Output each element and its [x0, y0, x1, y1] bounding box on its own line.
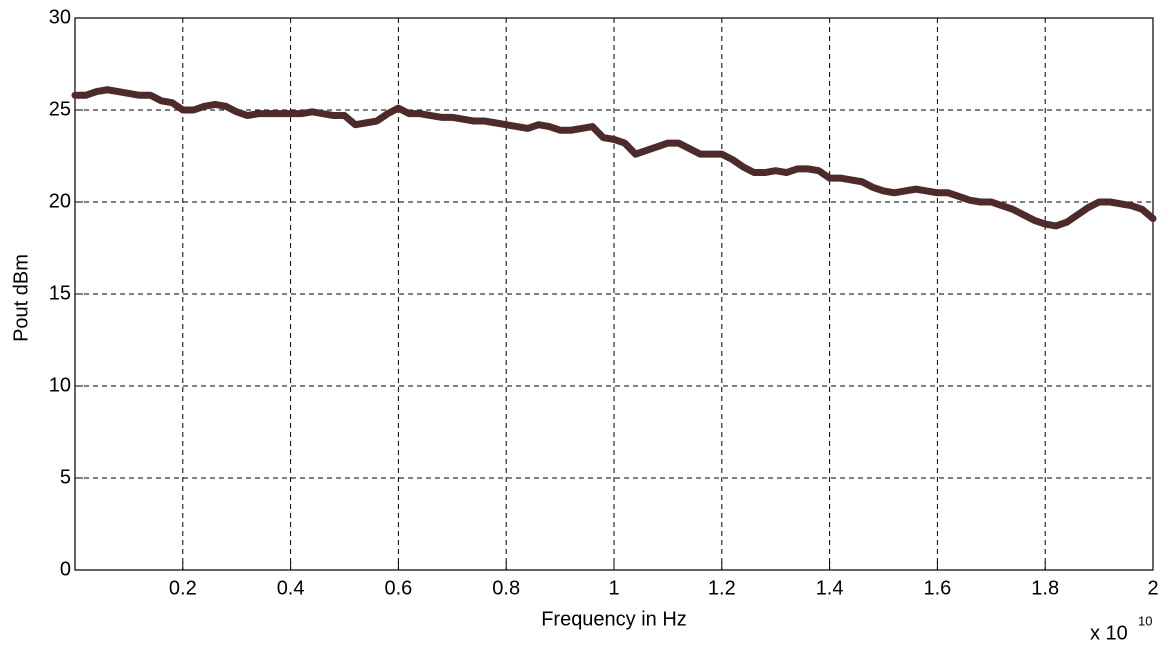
x-tick-label: 2: [1147, 577, 1158, 599]
x-scale-label: x 10: [1090, 622, 1128, 644]
x-scale-exponent: 10: [1138, 613, 1152, 628]
y-tick-label: 10: [49, 374, 71, 396]
x-tick-label: 0.6: [384, 577, 412, 599]
y-tick-label: 30: [49, 6, 71, 28]
y-axis-label: Pout dBm: [10, 254, 32, 342]
x-tick-label: 0.8: [492, 577, 520, 599]
data-line: [71, 86, 1157, 230]
x-axis-label: Frequency in Hz: [541, 608, 687, 630]
y-tick-label: 5: [60, 466, 71, 488]
x-tick-label: 0.2: [169, 577, 197, 599]
x-tick-label: 1.4: [816, 577, 844, 599]
y-tick-label: 0: [60, 558, 71, 580]
x-tick-label: 1.8: [1031, 577, 1059, 599]
x-tick-label: 1: [608, 577, 619, 599]
x-tick-label: 1.2: [708, 577, 736, 599]
y-tick-label: 15: [49, 282, 71, 304]
y-tick-label: 25: [49, 98, 71, 120]
y-tick-label: 20: [49, 190, 71, 212]
x-tick-label: 1.6: [923, 577, 951, 599]
x-tick-label: 0.4: [277, 577, 305, 599]
